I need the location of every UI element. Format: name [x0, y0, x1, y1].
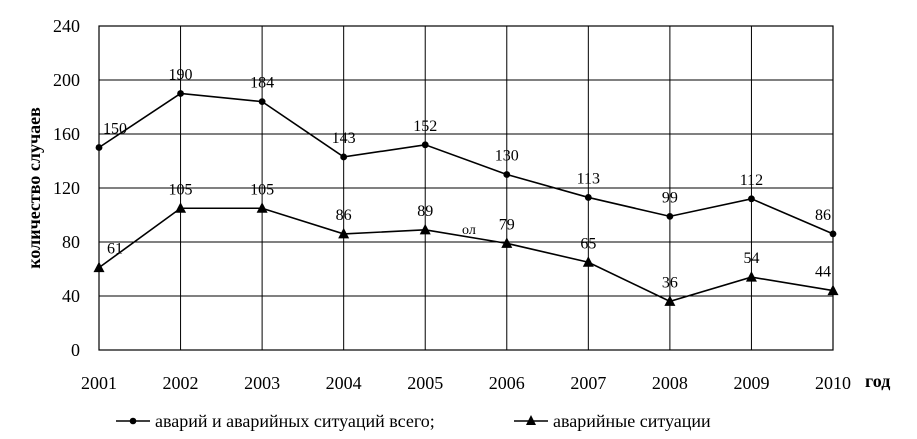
data-point-marker	[666, 212, 674, 220]
series-group	[93, 90, 839, 306]
data-point-marker	[829, 230, 837, 238]
data-point-marker	[745, 271, 757, 282]
x-tick-label: 2010	[815, 373, 851, 393]
x-tick-label: 2001	[81, 373, 117, 393]
legend-item-total: аварий и аварийных ситуаций всего;	[116, 411, 435, 431]
y-tick-label: 40	[62, 286, 80, 306]
legend: аварий и аварийных ситуаций всего; авари…	[116, 411, 711, 431]
data-label: 152	[413, 118, 437, 135]
data-label: 190	[169, 67, 193, 84]
series-line-2	[98, 207, 834, 303]
data-label: 36	[662, 274, 678, 291]
legend-triangle-marker	[526, 415, 536, 425]
y-axis-label: количество случаев	[24, 107, 44, 269]
chart-annotation: ол	[462, 223, 476, 238]
data-label: 113	[577, 170, 600, 187]
data-label: 65	[580, 235, 596, 252]
data-label: 130	[495, 148, 519, 165]
data-label: 79	[499, 216, 515, 233]
data-point-marker	[258, 98, 266, 105]
legend-label-situations: аварийные ситуации	[553, 411, 711, 431]
data-point-marker	[584, 194, 592, 201]
data-point-marker	[338, 227, 350, 239]
data-label: 89	[417, 203, 433, 220]
legend-item-situations: аварийные ситуации	[514, 411, 711, 431]
data-label: 184	[250, 75, 274, 92]
data-point-marker	[748, 195, 755, 203]
grid-lines	[98, 25, 834, 351]
series-line-1	[98, 92, 834, 235]
data-point-marker	[501, 237, 513, 248]
x-tick-label: 2005	[407, 373, 443, 393]
data-point-marker	[175, 202, 187, 213]
x-tick-label: 2007	[570, 373, 606, 393]
y-tick-label: 200	[53, 70, 80, 90]
x-tick-label: 2009	[733, 373, 769, 393]
y-tick-label: 0	[71, 340, 80, 360]
data-point-marker	[582, 256, 594, 267]
x-tick-label: 2006	[489, 373, 525, 393]
data-point-marker	[340, 153, 348, 161]
data-label: 86	[336, 207, 352, 224]
data-point-marker	[503, 171, 511, 178]
data-point-marker	[421, 141, 429, 149]
x-tick-labels: 2001 2002 2003 2004 2005 2006 2007 2008 2009 2010	[81, 373, 851, 393]
data-label: 105	[250, 181, 274, 198]
data-label: 54	[743, 250, 759, 267]
data-point-marker	[827, 284, 839, 296]
x-tick-label: 2004	[326, 373, 362, 393]
data-label: 150	[103, 121, 127, 138]
data-label: 61	[107, 241, 123, 258]
data-label: 44	[815, 264, 831, 281]
legend-label-total: аварий и аварийных ситуаций всего;	[155, 411, 435, 431]
data-label: 143	[332, 130, 356, 147]
data-label: 86	[815, 207, 831, 224]
x-tick-label: 2003	[244, 373, 280, 393]
y-tick-label: 240	[53, 16, 80, 36]
data-labels: 150 190 184 143 152 130 113 99 112 86 61 105 105 86 89…	[103, 67, 831, 292]
x-axis-label: год	[865, 371, 890, 391]
data-point-marker	[93, 261, 105, 273]
plot-frame	[98, 25, 834, 351]
data-point-marker	[95, 144, 103, 151]
y-tick-label: 160	[53, 124, 80, 144]
data-label: 112	[740, 172, 763, 189]
y-tick-label: 120	[53, 178, 80, 198]
data-point-marker	[177, 90, 184, 97]
data-label: 99	[662, 189, 678, 206]
legend-circle-marker	[129, 417, 137, 425]
x-tick-label: 2002	[163, 373, 199, 393]
data-point-marker	[256, 202, 268, 213]
x-tick-label: 2008	[652, 373, 688, 393]
y-tick-labels: 0 40 80 120 160 200 240	[53, 16, 80, 360]
y-tick-label: 80	[62, 232, 80, 252]
data-point-marker	[419, 223, 431, 235]
data-label: 105	[169, 181, 193, 198]
data-point-marker	[664, 295, 676, 306]
